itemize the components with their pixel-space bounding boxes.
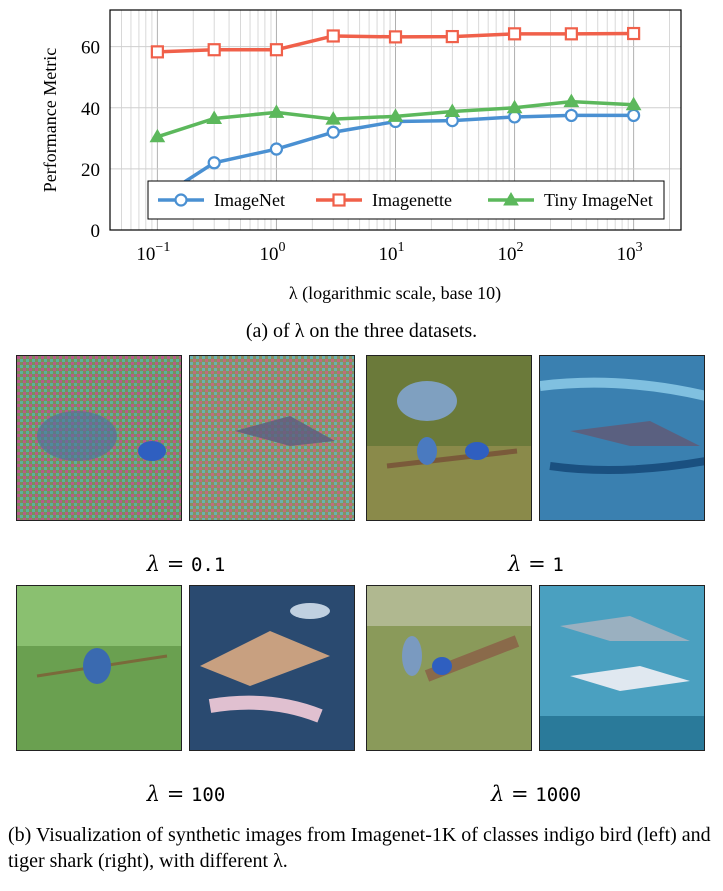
legend-swatch-marker	[503, 192, 519, 206]
data-point	[564, 27, 578, 41]
data-point	[444, 103, 461, 117]
data-point	[563, 93, 580, 108]
plot-frame	[109, 9, 682, 231]
synthetic-image-bird-lambda-1	[366, 355, 532, 521]
caption-a: (a) of λ on the three datasets.	[245, 320, 478, 342]
data-point	[268, 104, 285, 118]
x-tick-label: 103	[617, 240, 643, 265]
x-tick-label: 100	[259, 240, 285, 265]
x-tick-label: 102	[498, 240, 524, 265]
y-tick-label: 60	[81, 38, 100, 59]
data-point	[326, 29, 340, 43]
x-tick-label: 101	[379, 240, 405, 265]
x-axis-label: λ (logarithmic scale, base 10)	[289, 283, 501, 304]
data-point	[149, 128, 166, 143]
series	[149, 26, 642, 207]
y-tick-label: 20	[81, 160, 100, 181]
data-point	[207, 43, 221, 57]
data-point	[387, 108, 404, 122]
synthetic-image-bird-lambda-0.1	[16, 355, 182, 521]
legend-label: ImageNet	[214, 190, 285, 210]
data-point	[269, 142, 284, 156]
y-axis-label: Performance Metric	[40, 48, 60, 192]
x-tick-label: 10−1	[136, 240, 170, 265]
data-point	[269, 43, 284, 57]
data-point	[206, 110, 223, 124]
legend-swatch-marker	[174, 193, 188, 207]
data-point	[506, 99, 523, 114]
lambda-label-1: λ = 1	[508, 552, 564, 576]
y-tick-label: 40	[81, 99, 100, 120]
legend: ImageNet Imagenette Tiny ImageNet	[147, 180, 665, 220]
data-point	[627, 108, 641, 123]
series-tiny-imagenet	[149, 93, 642, 143]
lambda-label-2: λ = 100	[146, 782, 226, 806]
data-point	[627, 26, 641, 41]
synthetic-image-shark-lambda-100	[189, 585, 355, 751]
data-point	[326, 125, 340, 139]
data-point	[150, 45, 164, 59]
data-point	[325, 111, 342, 125]
lambda-label-3: λ = 1000	[490, 782, 582, 806]
data-point	[625, 96, 642, 111]
legend-label: Imagenette	[372, 190, 452, 210]
legend-label: Tiny ImageNet	[544, 190, 653, 210]
data-point	[388, 30, 403, 44]
data-point	[207, 156, 221, 170]
performance-chart: 0 20 40 60 10−1 100 101 102 103 Performance Metr…	[40, 9, 682, 304]
synthetic-image-bird-lambda-1000	[366, 585, 532, 751]
synthetic-image-shark-lambda-1000	[539, 585, 705, 751]
synthetic-image-shark-lambda-0.1	[189, 355, 355, 521]
lambda-label-0: λ = 0.1	[146, 552, 226, 576]
series-imagenette	[150, 26, 641, 59]
y-tick-label: 0	[91, 221, 101, 242]
synthetic-image-shark-lambda-1	[539, 355, 705, 521]
caption-b: (b) Visualization of synthetic images fr…	[8, 824, 711, 872]
data-point	[507, 27, 522, 41]
synthetic-image-bird-lambda-100	[16, 585, 182, 751]
data-point	[564, 108, 578, 123]
legend-box	[147, 180, 665, 220]
ticks: 0 20 40 60 10−1 100 101 102 103	[81, 38, 643, 265]
data-point	[445, 29, 459, 44]
legend-swatch-marker	[332, 193, 346, 207]
